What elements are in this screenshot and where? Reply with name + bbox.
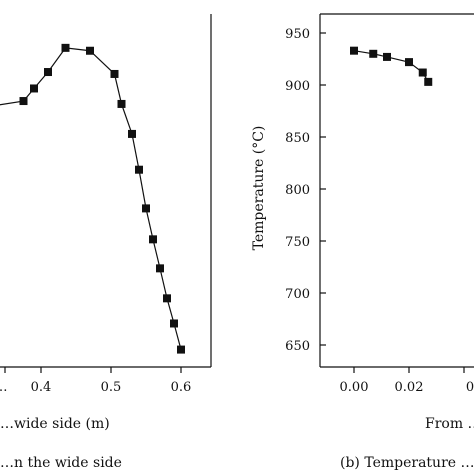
chart-panel-a: 0.4 0.5 0.6 … …wide side (m) …n the wide si… [0, 14, 212, 471]
data-point-a-7 [117, 99, 126, 108]
data-point-a-12 [156, 264, 164, 273]
data-point-b-2 [383, 52, 391, 61]
data-point-b-0 [350, 46, 358, 55]
caption-b: (b) Temperature … [340, 455, 474, 471]
data-point-a-13 [163, 294, 171, 303]
x-axis-title-b: From … [425, 416, 474, 432]
x-tick-label-a-partial: … [0, 380, 8, 395]
x-tick-label-b-partial: 0 [466, 380, 474, 395]
data-point-b-3 [405, 58, 413, 67]
data-point-a-10 [142, 204, 150, 213]
y-tick-label-b-1: 700 [285, 287, 310, 302]
y-tick-label-b-0: 650 [285, 339, 310, 354]
chart-panel-b: 650 700 750 800 850 900 950 0.00 0.02 0 Temperat… [251, 13, 474, 471]
data-point-a-1 [19, 97, 28, 106]
x-tick-label-a-2: 0.6 [171, 380, 192, 395]
y-tick-label-b-3: 800 [285, 183, 310, 198]
x-ticks-a: 0.4 0.5 0.6 … [0, 367, 191, 395]
y-tick-label-b-4: 850 [285, 131, 310, 146]
x-tick-label-b-0: 0.00 [340, 380, 369, 395]
data-point-a-4 [61, 43, 70, 52]
y-axis-title-b: Temperature (°C) [251, 126, 267, 251]
data-point-a-3 [44, 68, 52, 77]
x-tick-label-b-1: 0.02 [395, 380, 424, 395]
x-axis-title-a: …wide side (m) [0, 416, 110, 432]
data-point-a-6 [110, 69, 119, 78]
data-point-b-4 [418, 68, 427, 77]
y-ticks-b: 650 700 750 800 850 900 950 [285, 27, 326, 354]
caption-a: …n the wide side [0, 455, 122, 471]
data-point-a-14 [170, 319, 178, 328]
markers-b [350, 46, 433, 86]
data-point-a-2 [30, 84, 38, 93]
series-line-a [0, 47, 182, 350]
data-point-a-9 [135, 165, 143, 174]
x-tick-label-a-1: 0.5 [101, 380, 122, 395]
data-point-a-11 [149, 235, 157, 244]
data-point-a-8 [128, 129, 136, 138]
x-ticks-b: 0.00 0.02 0 [340, 367, 474, 395]
series-line-b [353, 50, 429, 83]
y-tick-label-b-2: 750 [285, 235, 310, 250]
data-point-a-5 [86, 46, 94, 55]
data-point-a-15 [177, 345, 185, 354]
y-tick-label-b-5: 900 [285, 79, 310, 94]
markers-a [19, 43, 185, 354]
data-point-b-1 [369, 49, 378, 58]
data-point-b-5 [424, 77, 433, 86]
x-tick-label-a-0: 0.4 [31, 380, 52, 395]
y-tick-label-b-6: 950 [285, 27, 310, 42]
